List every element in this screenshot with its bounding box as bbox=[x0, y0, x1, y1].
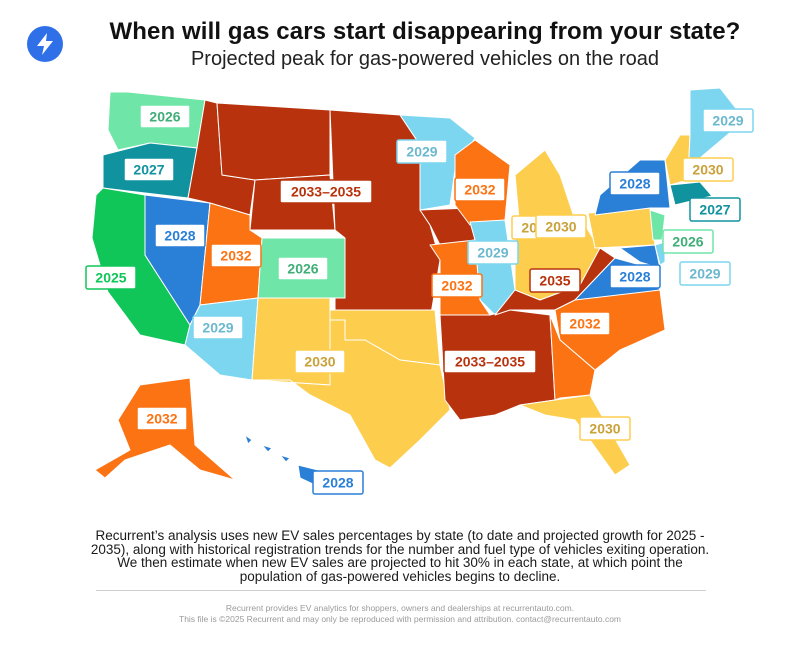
methodology-description: Recurrent’s analysis uses new EV sales p… bbox=[90, 528, 710, 584]
footer-line-2: This file is ©2025 Recurrent and may onl… bbox=[179, 614, 621, 624]
state-montana bbox=[216, 102, 331, 181]
label-text: 2035 bbox=[539, 273, 570, 289]
label-ma: 2027 bbox=[689, 197, 741, 222]
label-text: 2028 bbox=[619, 269, 650, 285]
label-text: 2030 bbox=[692, 162, 723, 178]
label-hi: 2028 bbox=[312, 470, 364, 495]
label-fl: 2030 bbox=[579, 416, 631, 441]
label-ak: 2032 bbox=[136, 406, 188, 431]
state-kentucky-tennessee bbox=[494, 247, 616, 316]
label-il: 2029 bbox=[467, 240, 519, 265]
label-text: 2032 bbox=[146, 411, 177, 427]
label-text: 2029 bbox=[202, 320, 233, 336]
label-ky: 2035 bbox=[529, 268, 581, 293]
recurrent-logo bbox=[27, 26, 63, 62]
label-az: 2029 bbox=[192, 315, 244, 340]
label-text: 2032 bbox=[220, 248, 251, 264]
label-vt: 2030 bbox=[682, 157, 734, 182]
label-text: 2030 bbox=[589, 421, 620, 437]
label-mn: 2029 bbox=[396, 139, 448, 164]
label-mo: 2032 bbox=[431, 273, 483, 298]
label-text: 2033–2035 bbox=[291, 184, 361, 200]
footer-divider bbox=[96, 590, 706, 591]
us-map: 2026 2027 2025 2028 2032 2026 2029 2030 2033–203… bbox=[85, 87, 754, 495]
label-wa: 2026 bbox=[139, 104, 191, 129]
label-text: 2032 bbox=[569, 316, 600, 332]
page-title: When will gas cars start disappearing fr… bbox=[109, 18, 741, 45]
lightning-bolt-icon bbox=[37, 33, 53, 55]
label-text: 2027 bbox=[133, 162, 164, 178]
label-text: 2026 bbox=[672, 234, 703, 250]
label-text: 2029 bbox=[477, 245, 508, 261]
label-text: 2028 bbox=[164, 228, 195, 244]
label-text: 2025 bbox=[95, 270, 126, 286]
label-text: 2028 bbox=[322, 475, 353, 491]
label-ut: 2032 bbox=[210, 243, 262, 268]
label-plains: 2033–2035 bbox=[279, 179, 373, 204]
label-text: 2028 bbox=[619, 176, 650, 192]
label-south: 2033–2035 bbox=[443, 349, 537, 374]
label-text: 2029 bbox=[406, 144, 437, 160]
state-hawaii bbox=[244, 434, 319, 486]
label-me: 2029 bbox=[702, 108, 754, 133]
state-texas bbox=[251, 319, 451, 469]
state-massachusetts bbox=[669, 181, 713, 206]
label-ca: 2025 bbox=[85, 265, 137, 290]
label-text: 2027 bbox=[699, 202, 730, 218]
label-text: 2030 bbox=[545, 219, 576, 235]
label-text: 2029 bbox=[712, 113, 743, 129]
label-text: 2032 bbox=[441, 278, 472, 294]
label-de: 2029 bbox=[679, 261, 731, 286]
label-co: 2026 bbox=[277, 256, 329, 281]
label-text: 2026 bbox=[287, 261, 318, 277]
label-text: 2032 bbox=[464, 182, 495, 198]
label-nm: 2030 bbox=[294, 349, 346, 374]
state-new-jersey bbox=[649, 209, 666, 241]
footer-line-1: Recurrent provides EV analytics for shop… bbox=[225, 603, 575, 613]
label-text: 2030 bbox=[304, 354, 335, 370]
label-md: 2028 bbox=[609, 264, 661, 289]
label-oh: 2030 bbox=[535, 214, 587, 239]
label-text: 2029 bbox=[689, 266, 720, 282]
page-subtitle: Projected peak for gas-powered vehicles … bbox=[190, 48, 660, 70]
label-text: 2033–2035 bbox=[455, 354, 525, 370]
label-nv: 2028 bbox=[154, 223, 206, 248]
label-nj: 2026 bbox=[662, 229, 714, 254]
label-nc: 2032 bbox=[559, 311, 611, 336]
label-text: 2026 bbox=[149, 109, 180, 125]
label-ny: 2028 bbox=[609, 171, 661, 196]
label-or: 2027 bbox=[123, 157, 175, 182]
state-florida bbox=[519, 394, 631, 476]
label-wi: 2032 bbox=[454, 177, 506, 202]
